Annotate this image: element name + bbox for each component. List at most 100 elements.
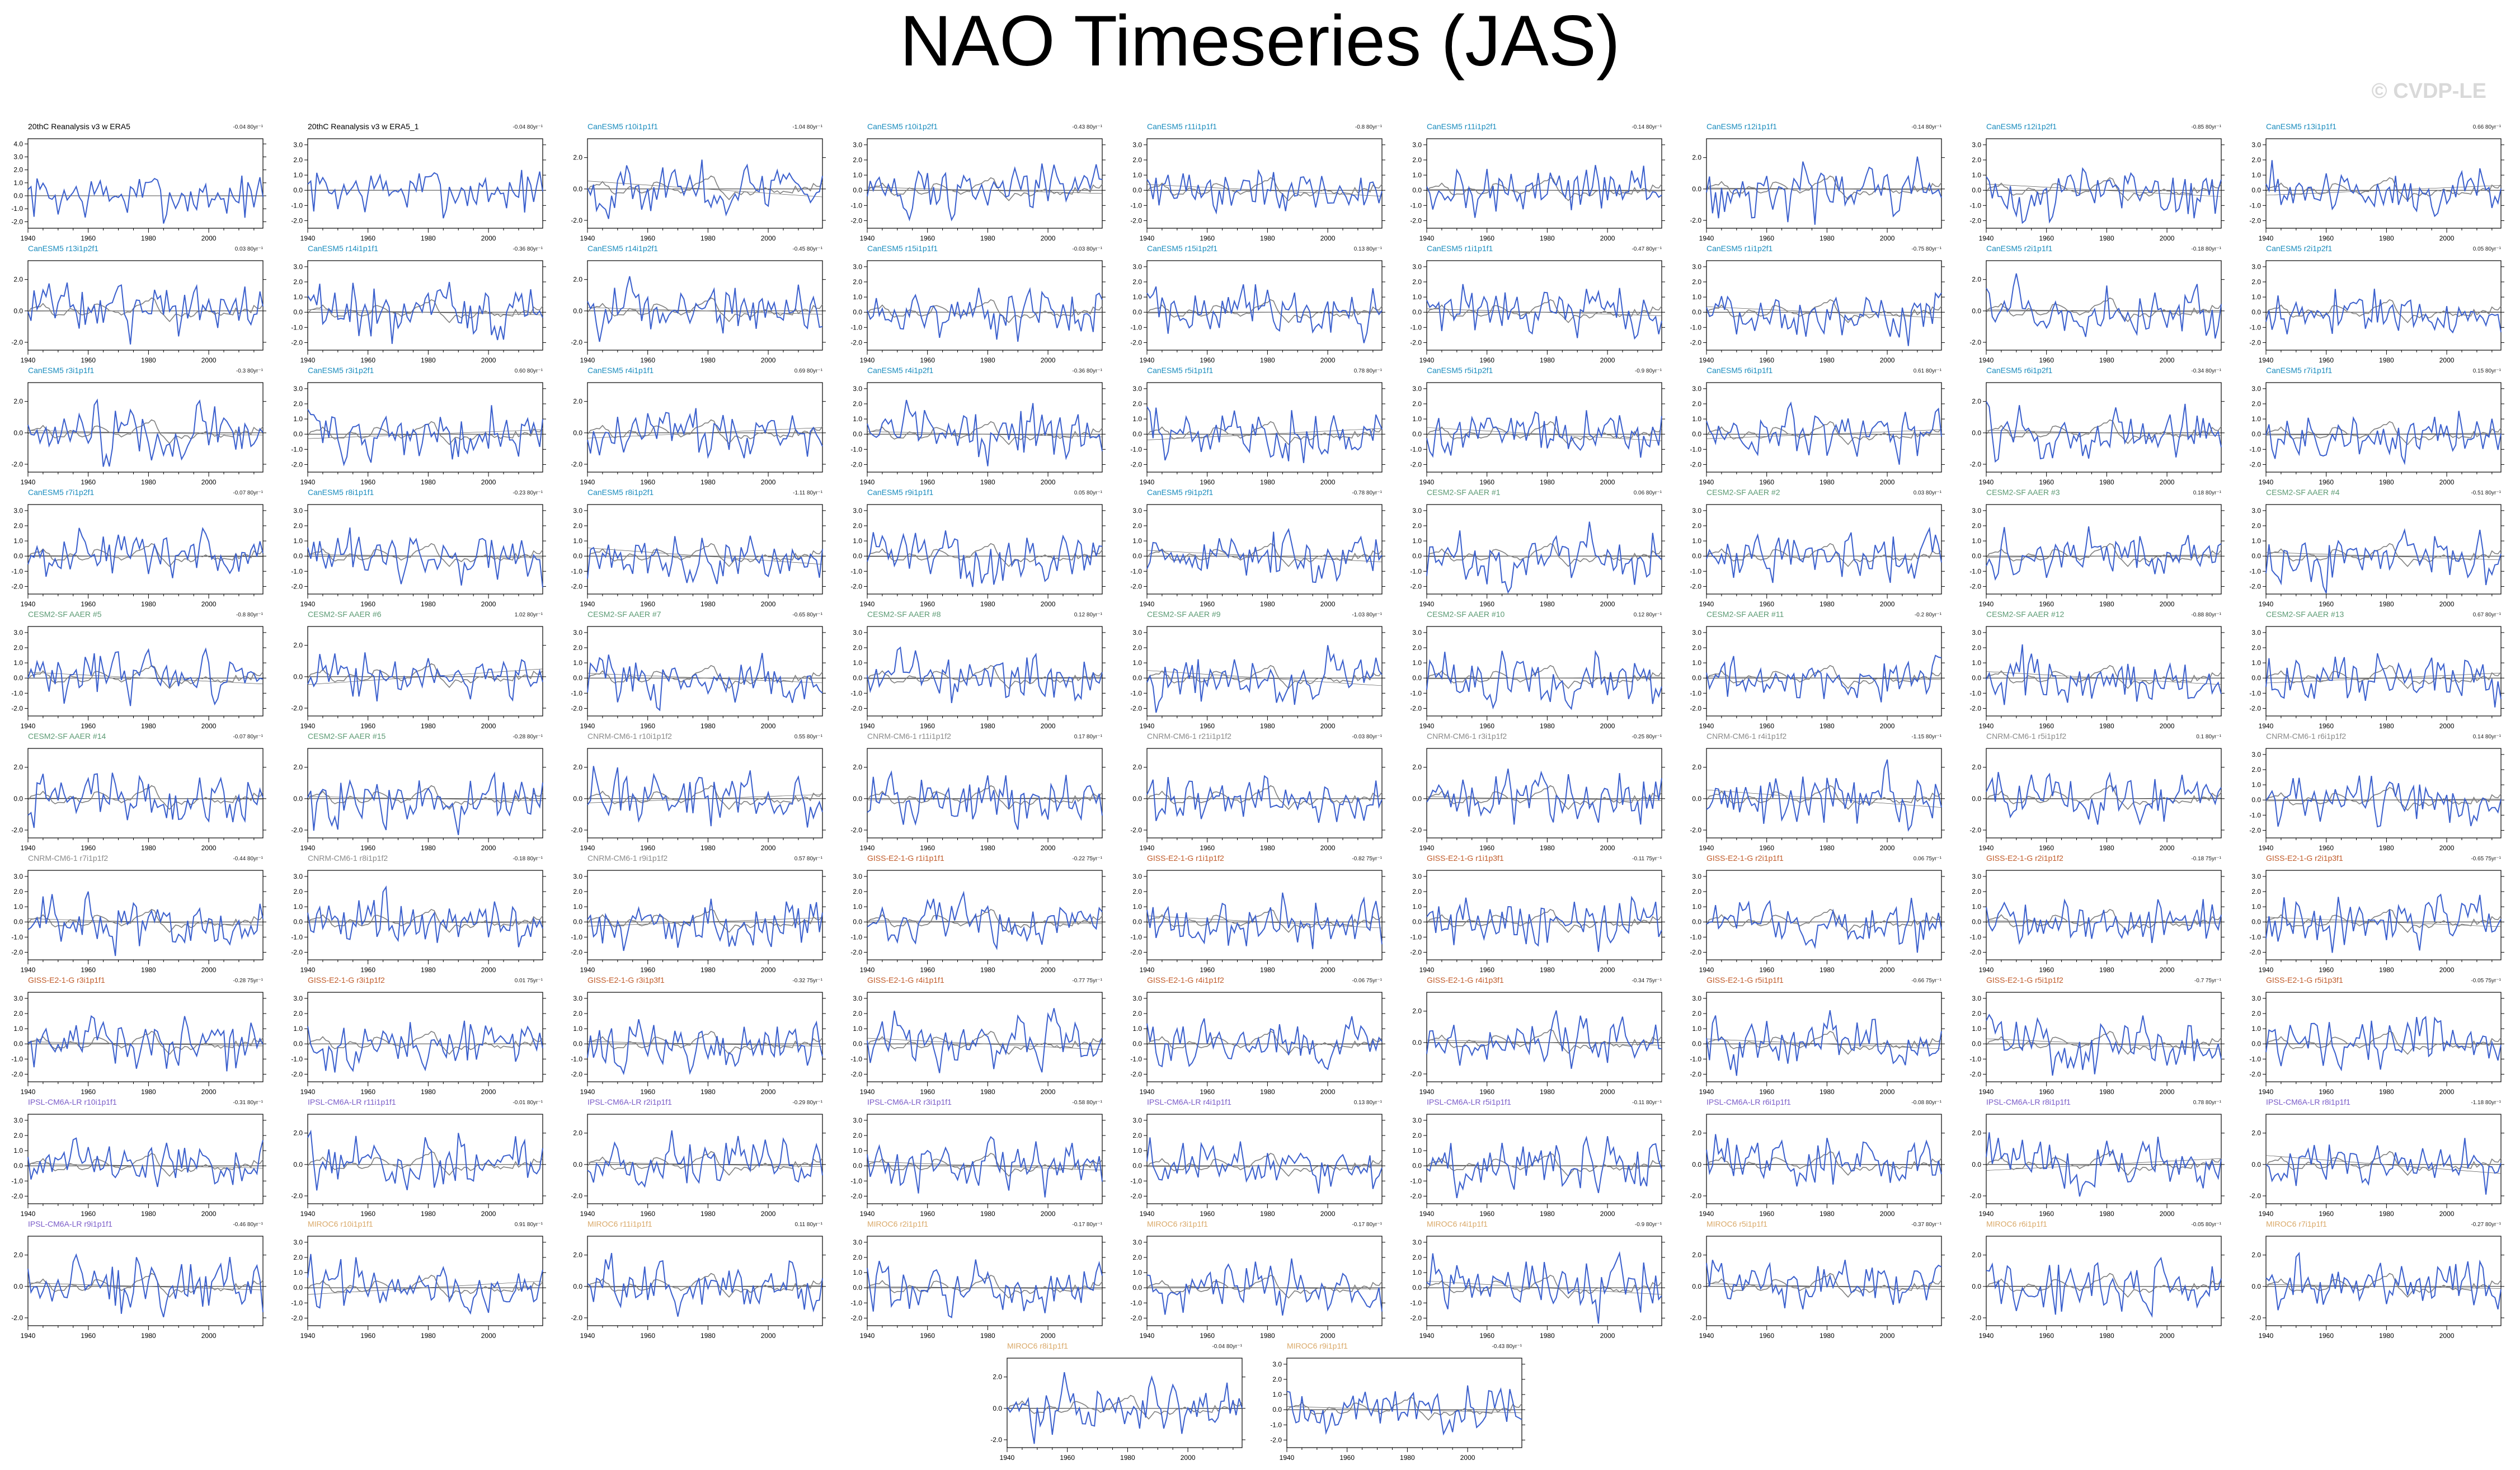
y-tick-label: 3.0 (1132, 263, 1142, 271)
y-tick-label: 0.0 (853, 918, 862, 926)
y-tick-label: 3.0 (13, 629, 23, 637)
panel-title: MIROC6 r4i1p1f1 (1427, 1219, 1488, 1228)
x-tick-label: 1940 (21, 1332, 36, 1340)
panel-trend-stat: 0.03 80yr⁻¹ (1913, 490, 1941, 496)
chart-panel: IPSL-CM6A-LR r6i1p1f1 -0.08 80yr⁻¹ 2.0 0.0 -… (1679, 1097, 1945, 1221)
y-tick-label: 0.0 (13, 307, 23, 315)
plot-frame (307, 1236, 543, 1326)
panel-plot: 3.0 2.0 1.0 0.0 -1.0 -2.0 1940 1960 1980 2000 (1969, 138, 2225, 242)
y-tick-label: -1.0 (2249, 567, 2261, 575)
x-tick-label: 2000 (201, 478, 217, 486)
y-tick-label: 1.0 (1692, 903, 1701, 911)
x-tick-label: 1980 (700, 1332, 716, 1340)
panel-plot: 2.0 0.0 -2.0 1940 1960 1980 2000 (571, 382, 826, 486)
x-tick-label: 1940 (1979, 1210, 1994, 1218)
panel-plot: 3.0 2.0 1.0 0.0 -1.0 -2.0 1940 1960 1980 2000 (11, 1114, 266, 1218)
panel-plot: 3.0 2.0 1.0 0.0 -1.0 -2.0 1940 1960 1980 2000 (1130, 870, 1385, 974)
x-tick-label: 1980 (141, 600, 156, 608)
series-line (1146, 1258, 1383, 1316)
panel-plot: 2.0 0.0 -2.0 1940 1960 1980 2000 (291, 748, 546, 852)
x-tick-label: 1980 (1260, 844, 1275, 852)
panel-title: CNRM-CM6-1 r8i1p1f2 (308, 854, 388, 863)
x-tick-label: 1960 (920, 966, 935, 974)
x-tick-label: 1960 (1479, 722, 1494, 730)
x-tick-label: 1940 (1140, 234, 1155, 242)
panel-title: CanESM5 r15i1p1f1 (867, 244, 938, 253)
y-tick-label: 1.0 (1132, 171, 1142, 179)
x-tick-label: 1940 (1699, 966, 1714, 974)
panel-plot: 2.0 0.0 -2.0 1940 1960 1980 2000 (1410, 748, 1665, 852)
y-tick-label: 2.0 (853, 1132, 862, 1139)
panel-trend-stat: -0.82 75yr⁻¹ (1352, 856, 1382, 862)
x-tick-label: 1940 (860, 478, 875, 486)
panel-trend-stat: -0.18 80yr⁻¹ (2191, 246, 2221, 252)
panel-plot: 3.0 2.0 1.0 0.0 -1.0 -2.0 1940 1960 1980 2000 (850, 382, 1106, 486)
y-tick-label: 1.0 (13, 179, 23, 187)
panel-title: CNRM-CM6-1 r11i1p1f2 (867, 732, 951, 741)
panel-title: MIROC6 r9i1p1f1 (1287, 1341, 1348, 1350)
y-tick-label: 2.0 (2251, 766, 2261, 774)
y-tick-label: -2.0 (571, 460, 582, 468)
panel-trend-stat: -0.18 80yr⁻¹ (513, 856, 543, 862)
y-tick-label: -1.0 (1690, 933, 1701, 941)
trend-line (587, 794, 823, 803)
y-tick-label: 2.0 (2251, 400, 2261, 408)
chart-panel: IPSL-CM6A-LR r4i1p1f1 0.13 80yr⁻¹ 3.0 2.0 1.… (1119, 1097, 1385, 1221)
x-tick-label: 2000 (481, 478, 496, 486)
x-tick-label: 1980 (700, 234, 716, 242)
x-tick-label: 2000 (761, 356, 776, 364)
trend-line (1426, 1165, 1662, 1167)
x-tick-label: 1940 (1140, 966, 1155, 974)
x-tick-label: 2000 (1600, 600, 1615, 608)
y-tick-label: 0.0 (293, 795, 303, 803)
y-tick-label: 2.0 (1972, 764, 1981, 771)
panel-plot: 2.0 0.0 -2.0 1940 1960 1980 2000 (291, 1114, 546, 1218)
series-line (1426, 1136, 1662, 1199)
y-tick-label: -2.0 (571, 826, 582, 834)
panel-plot: 3.0 2.0 1.0 0.0 -1.0 -2.0 1940 1960 1980 2000 (850, 260, 1106, 364)
x-tick-label: 1980 (1120, 1454, 1135, 1462)
chart-panel: CanESM5 r3i1p2f1 0.60 80yr⁻¹ 3.0 2.0 1.0 0.0 -… (280, 366, 546, 489)
chart-panel: IPSL-CM6A-LR r8i1p1f1 -1.18 80yr⁻¹ 2.0 0.0 -… (2238, 1097, 2504, 1221)
x-tick-label: 2000 (1320, 966, 1336, 974)
x-tick-label: 1980 (2099, 844, 2114, 852)
panel-trend-stat: -0.65 75yr⁻¹ (2471, 856, 2501, 862)
y-tick-label: 2.0 (1132, 1010, 1142, 1017)
plot-frame (1426, 1114, 1662, 1204)
y-tick-label: -1.0 (1969, 567, 1981, 575)
y-tick-label: 1.0 (573, 537, 582, 545)
y-tick-label: -2.0 (1410, 338, 1422, 346)
chart-panel: CESM2-SF AAER #7 -0.65 80yr⁻¹ 3.0 2.0 1.0 0.0… (560, 610, 826, 733)
chart-panel: CESM2-SF AAER #2 0.03 80yr⁻¹ 3.0 2.0 1.0 0.0 -… (1679, 488, 1945, 611)
panel-title: CanESM5 r6i1p2f1 (1986, 366, 2053, 375)
y-tick-label: -2.0 (2249, 582, 2261, 590)
y-tick-label: -2.0 (850, 582, 862, 590)
x-tick-label: 1960 (81, 478, 96, 486)
y-tick-label: -2.0 (1690, 1314, 1701, 1322)
panel-title: CNRM-CM6-1 r3i1p1f2 (1427, 732, 1507, 741)
y-tick-label: 2.0 (853, 764, 862, 771)
series-line (587, 276, 823, 342)
chart-panel: CanESM5 r1i1p2f1 -0.75 80yr⁻¹ 3.0 2.0 1.0 0.0… (1679, 244, 1945, 367)
reference-line (587, 665, 823, 689)
plot-frame (1146, 504, 1383, 595)
y-tick-label: -2.0 (2249, 338, 2261, 346)
panel-trend-stat: -0.34 80yr⁻¹ (2191, 368, 2221, 374)
x-tick-label: 1980 (141, 722, 156, 730)
plot-frame (867, 260, 1103, 351)
y-tick-label: -2.0 (1130, 948, 1142, 956)
y-tick-label: -2.0 (1690, 704, 1701, 712)
x-tick-label: 2000 (1320, 722, 1336, 730)
x-tick-label: 1980 (2099, 478, 2114, 486)
y-tick-label: 1.0 (13, 1025, 23, 1033)
series-line (27, 891, 264, 957)
x-tick-label: 1940 (1979, 1088, 1994, 1096)
x-tick-label: 2000 (1041, 1210, 1056, 1218)
y-tick-label: 2.0 (573, 154, 582, 162)
panel-plot: 2.0 0.0 -2.0 1940 1960 1980 2000 (1969, 748, 2225, 852)
y-tick-label: 0.0 (1132, 430, 1142, 438)
plot-frame (1706, 260, 1942, 351)
x-tick-label: 1980 (980, 1088, 995, 1096)
chart-panel: GISS-E2-1-G r4i1p1f2 -0.06 75yr⁻¹ 3.0 2.0 1.… (1119, 976, 1385, 1099)
x-tick-label: 1980 (1820, 600, 1835, 608)
